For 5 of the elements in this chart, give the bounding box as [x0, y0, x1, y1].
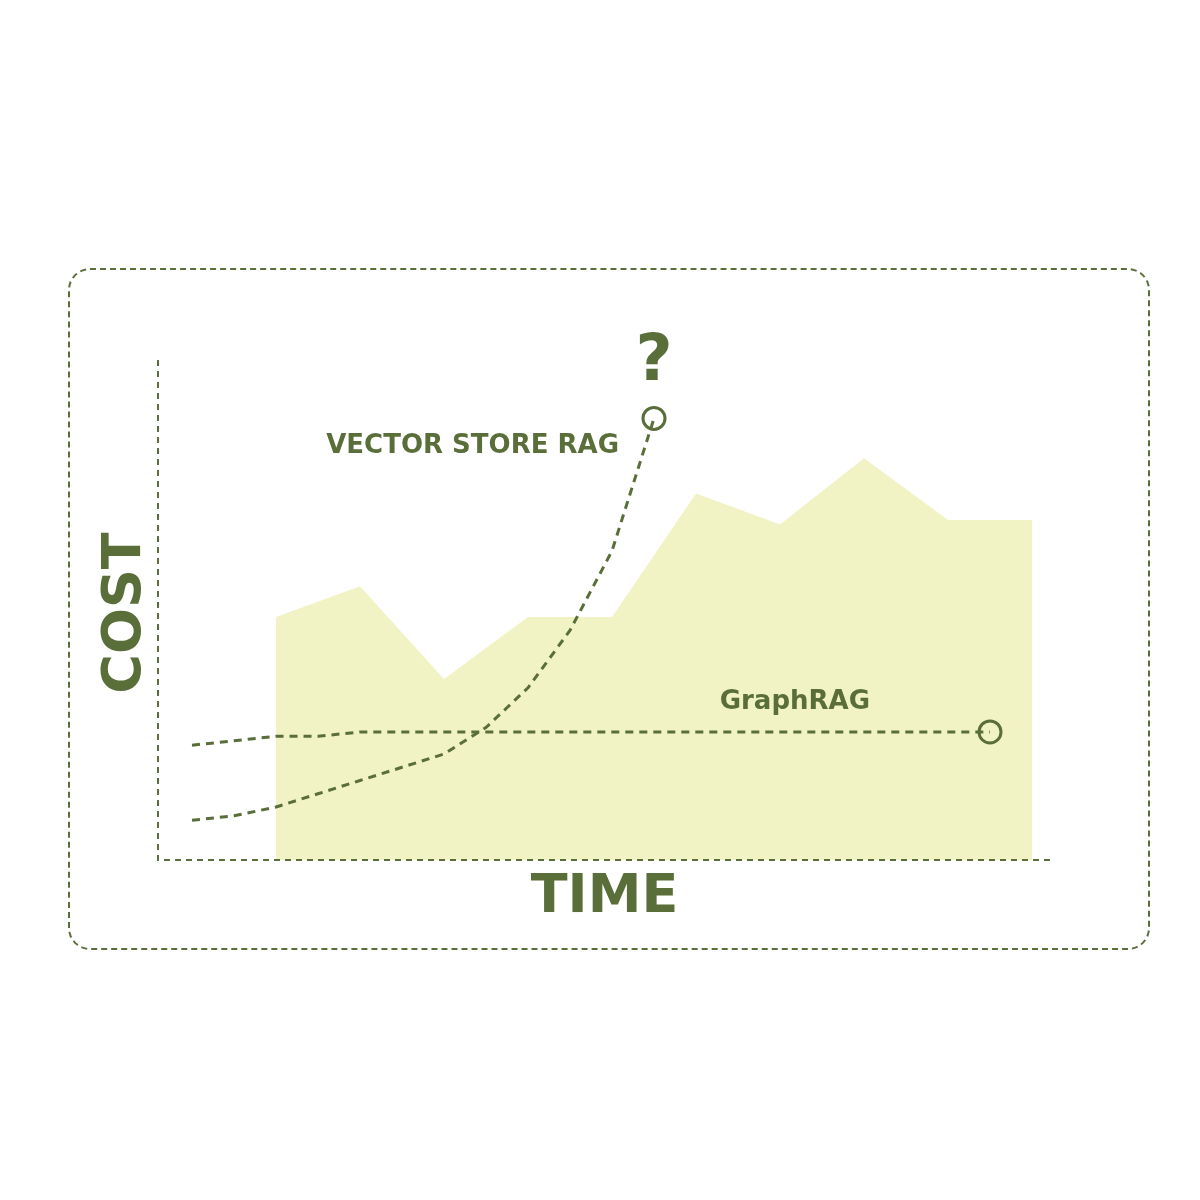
series-label: VECTOR STORE RAG	[326, 429, 619, 460]
y-axis-title: COST	[90, 532, 154, 694]
x-axis-title: TIME	[530, 862, 679, 926]
series-label: GraphRAG	[719, 684, 870, 715]
text: ?	[635, 321, 673, 396]
